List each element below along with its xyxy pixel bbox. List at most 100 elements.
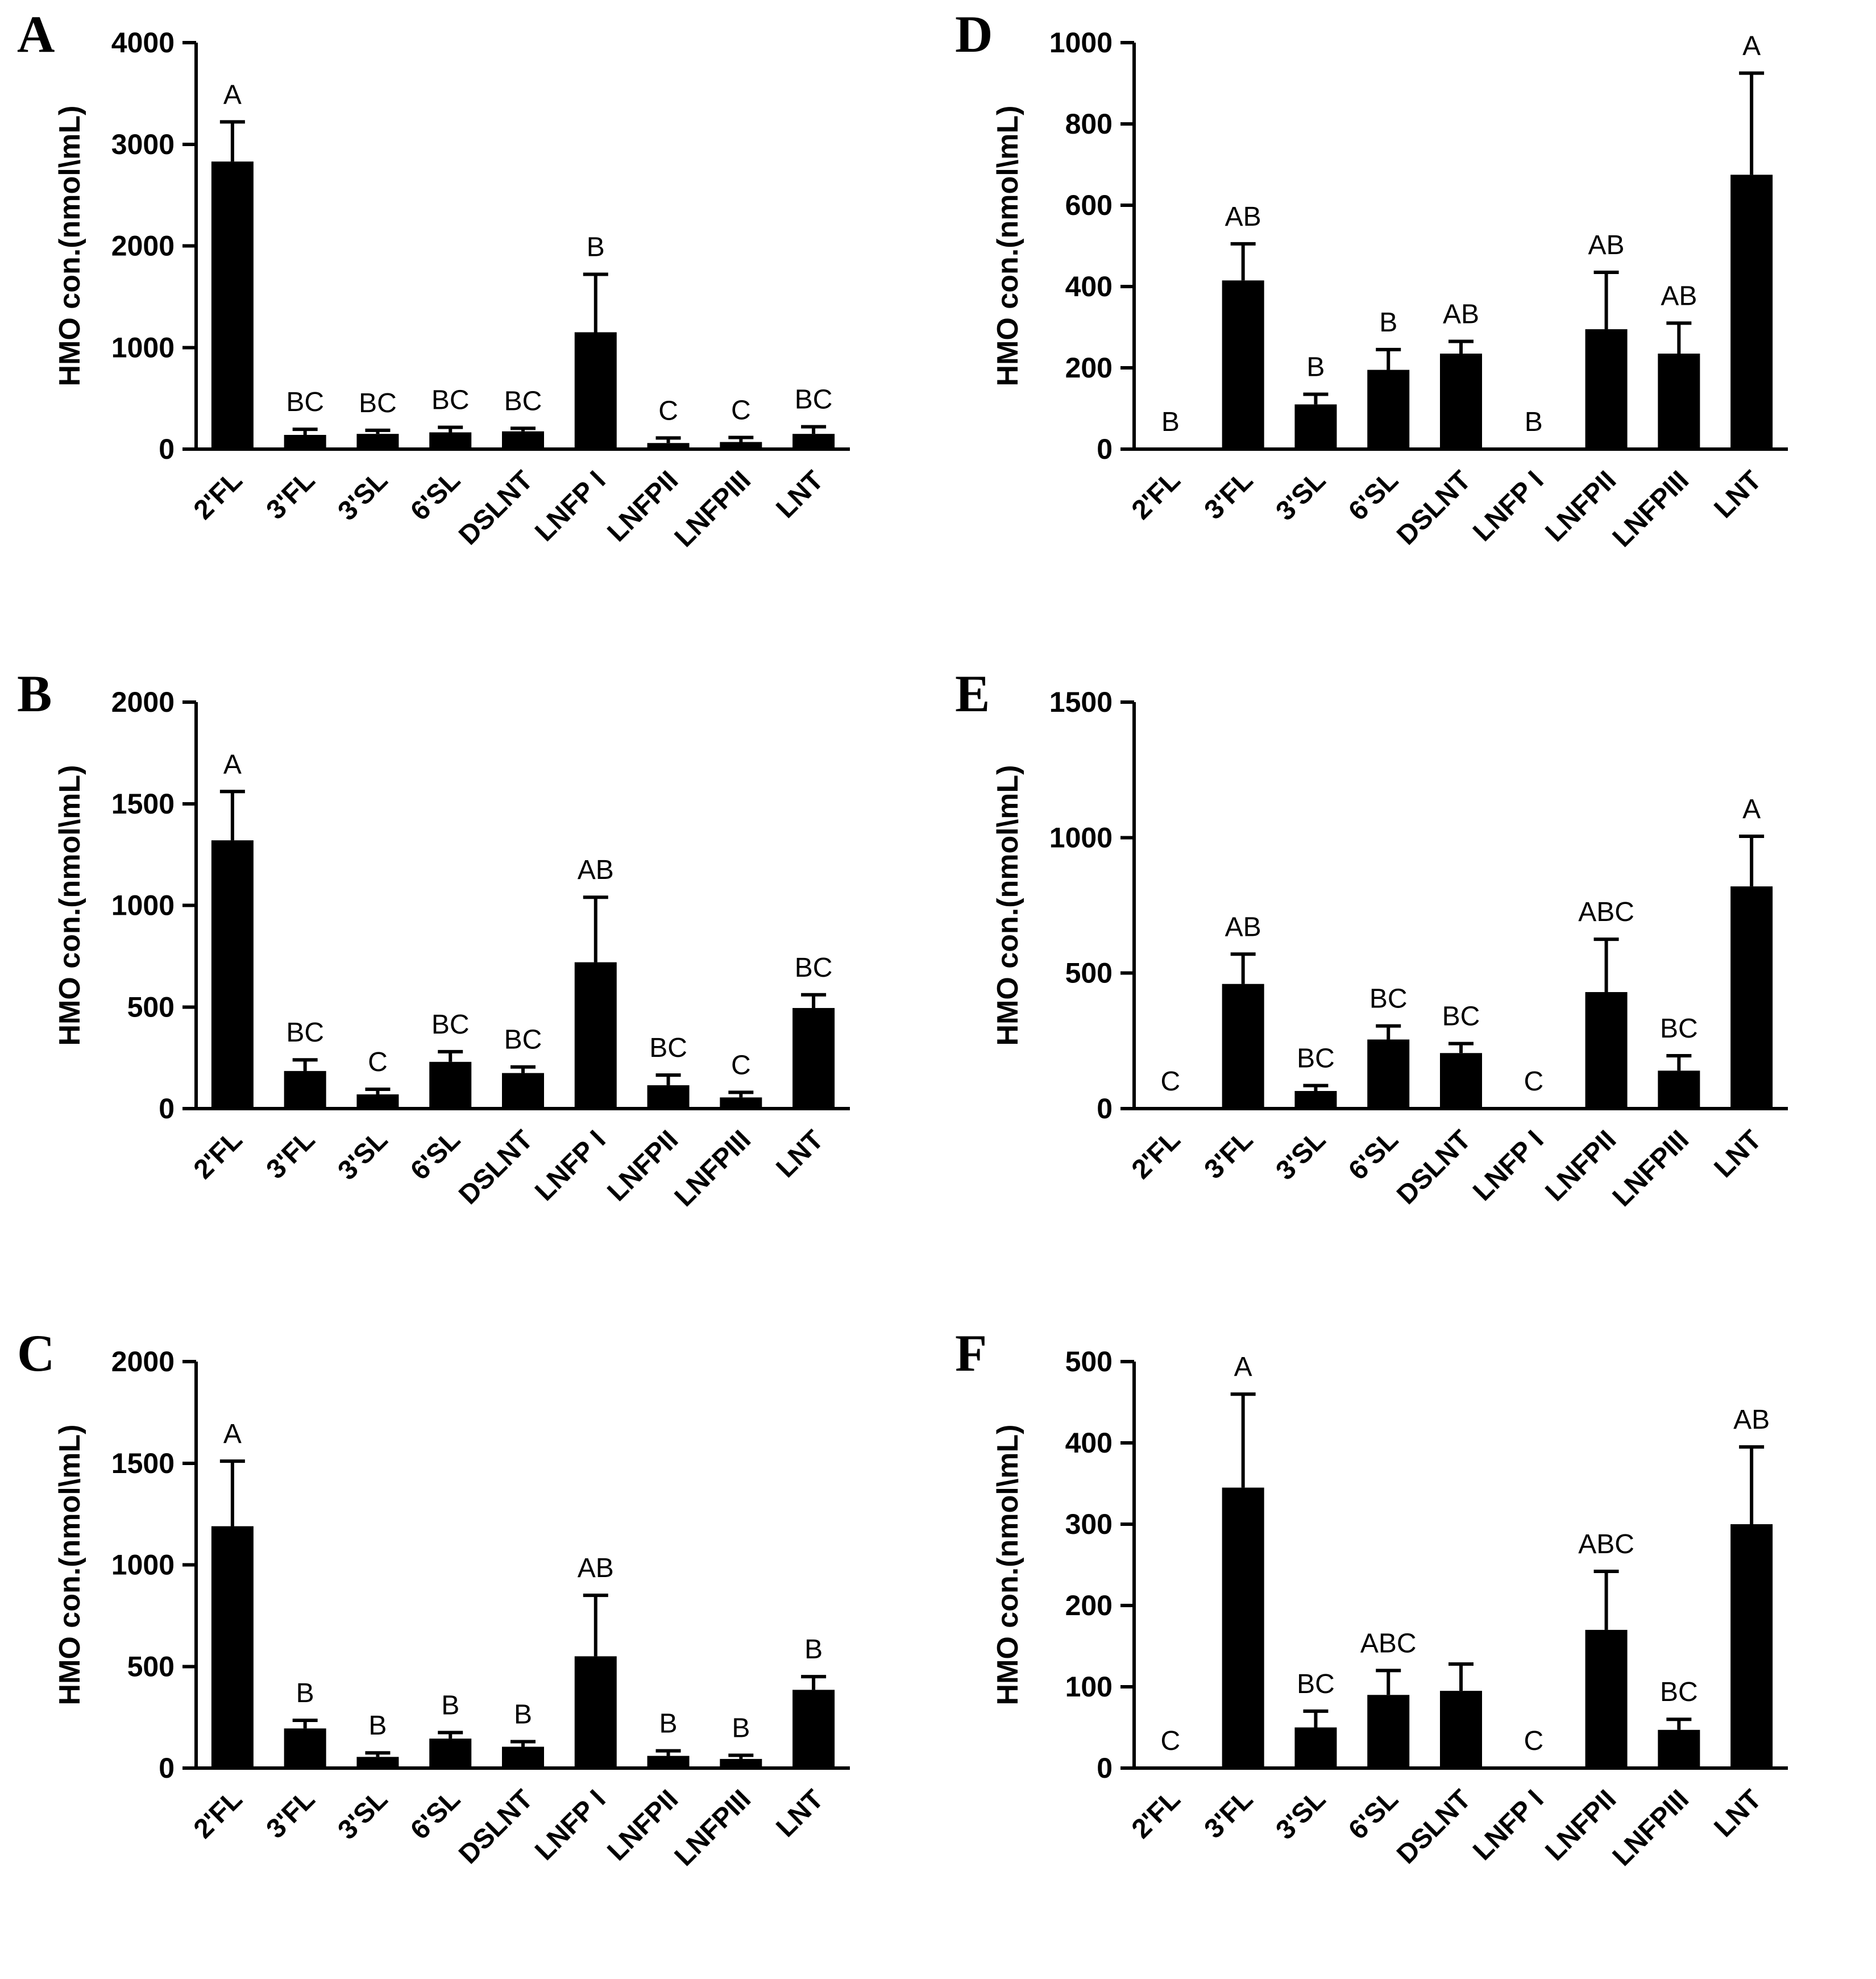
svg-text:AB: AB <box>578 855 614 885</box>
svg-text:AB: AB <box>1588 230 1625 260</box>
bar-chart-panel-d: 0 200 400 600 800 1000 HMO con.(nmol\mL) B 2'FL A… <box>991 27 1788 553</box>
svg-text:B: B <box>732 1713 750 1743</box>
svg-text:B: B <box>1379 308 1397 338</box>
svg-text:DSLNT: DSLNT <box>453 1125 539 1210</box>
svg-text:400: 400 <box>1065 271 1113 302</box>
svg-text:LNT: LNT <box>770 465 829 524</box>
panel-c: C 0 500 1000 1500 2000 HMO con.(nmol\mL) A 2'FL… <box>0 1319 938 1978</box>
svg-text:LNFPIII: LNFPIII <box>1607 1125 1695 1212</box>
svg-text:6'SL: 6'SL <box>1343 1125 1404 1186</box>
svg-text:LNFP I: LNFP I <box>1467 1784 1549 1866</box>
svg-text:BC: BC <box>1297 1043 1335 1073</box>
svg-text:2'FL: 2'FL <box>188 1784 248 1844</box>
svg-text:4000: 4000 <box>111 27 175 59</box>
svg-text:B: B <box>296 1678 314 1708</box>
svg-text:LNT: LNT <box>1708 465 1767 524</box>
svg-text:BC: BC <box>431 1010 470 1040</box>
panel-e: E 0 500 1000 1500 HMO con.(nmol\mL) C 2'FL AB 3'… <box>938 659 1876 1319</box>
svg-text:C: C <box>731 1050 751 1080</box>
svg-text:A: A <box>223 80 242 110</box>
svg-text:LNFP I: LNFP I <box>529 465 611 547</box>
svg-text:B: B <box>441 1690 459 1720</box>
svg-text:LNFPII: LNFPII <box>601 1125 684 1207</box>
svg-text:2000: 2000 <box>111 686 175 718</box>
svg-text:AB: AB <box>578 1553 614 1583</box>
svg-text:BC: BC <box>431 385 470 416</box>
svg-text:LNFPIII: LNFPIII <box>669 1784 757 1872</box>
svg-text:C: C <box>1161 1726 1181 1756</box>
bar-chart-panel-f: 0 100 200 300 400 500 HMO con.(nmol\mL) C 2'FL A 3… <box>991 1346 1788 1872</box>
svg-text:B: B <box>1525 407 1543 437</box>
svg-text:500: 500 <box>1065 1346 1113 1378</box>
svg-text:DSLNT: DSLNT <box>453 1784 539 1870</box>
svg-text:AB: AB <box>1225 912 1261 942</box>
svg-text:3'FL: 3'FL <box>261 465 321 525</box>
svg-text:DSLNT: DSLNT <box>453 465 539 551</box>
svg-text:2000: 2000 <box>111 1346 175 1378</box>
svg-text:100: 100 <box>1065 1671 1113 1703</box>
svg-text:B: B <box>659 1709 678 1739</box>
svg-text:BC: BC <box>504 1025 542 1055</box>
svg-text:B: B <box>514 1700 532 1730</box>
svg-text:3'FL: 3'FL <box>261 1125 321 1185</box>
panel-b: B 0 500 1000 1500 2000 HMO con.(nmol\mL) A 2'FL… <box>0 659 938 1319</box>
svg-text:BC: BC <box>649 1033 687 1063</box>
svg-text:HMO con.(nmol\mL): HMO con.(nmol\mL) <box>53 106 86 387</box>
svg-text:LNFP I: LNFP I <box>529 1125 611 1206</box>
svg-text:600: 600 <box>1065 189 1113 221</box>
svg-text:BC: BC <box>1660 1014 1698 1044</box>
svg-text:LNFP I: LNFP I <box>1467 465 1549 547</box>
svg-text:6'SL: 6'SL <box>405 1125 466 1186</box>
svg-text:LNT: LNT <box>770 1784 829 1843</box>
svg-text:0: 0 <box>159 1752 175 1784</box>
svg-text:AB: AB <box>1225 202 1261 232</box>
svg-text:3'SL: 3'SL <box>332 1125 393 1186</box>
svg-text:0: 0 <box>1097 1093 1113 1125</box>
svg-text:LNFPII: LNFPII <box>1539 1125 1622 1207</box>
svg-text:LNFPIII: LNFPIII <box>669 465 757 553</box>
svg-text:3'SL: 3'SL <box>332 465 393 526</box>
svg-text:A: A <box>1742 794 1761 824</box>
svg-text:500: 500 <box>1065 957 1113 989</box>
svg-text:2'FL: 2'FL <box>1126 465 1186 525</box>
svg-text:A: A <box>1234 1352 1252 1382</box>
svg-text:1000: 1000 <box>1049 27 1113 59</box>
svg-text:BC: BC <box>1297 1669 1335 1699</box>
bar-chart-panel-b: 0 500 1000 1500 2000 HMO con.(nmol\mL) A 2'FL BC… <box>53 686 850 1213</box>
svg-text:HMO con.(nmol\mL): HMO con.(nmol\mL) <box>53 1425 86 1706</box>
svg-text:BC: BC <box>286 1018 324 1048</box>
svg-text:HMO con.(nmol\mL): HMO con.(nmol\mL) <box>991 106 1024 387</box>
svg-text:LNT: LNT <box>1708 1125 1767 1183</box>
svg-text:A: A <box>223 1419 242 1449</box>
svg-text:2'FL: 2'FL <box>188 1125 248 1185</box>
svg-text:C: C <box>1161 1067 1181 1097</box>
svg-text:DSLNT: DSLNT <box>1391 1125 1477 1210</box>
svg-text:BC: BC <box>359 388 397 418</box>
svg-text:200: 200 <box>1065 1590 1113 1621</box>
svg-text:C: C <box>1524 1726 1543 1756</box>
svg-text:LNFPII: LNFPII <box>1539 465 1622 547</box>
svg-text:LNT: LNT <box>770 1125 829 1183</box>
svg-text:B: B <box>1161 407 1180 437</box>
panel-a: A 0 1000 2000 3000 4000 HMO con.(nmol\mL) A 2'F… <box>0 0 938 659</box>
svg-text:1000: 1000 <box>111 890 175 922</box>
svg-text:HMO con.(nmol\mL): HMO con.(nmol\mL) <box>991 1425 1024 1706</box>
panel-letter-f: F <box>955 1324 987 1382</box>
svg-text:LNFPII: LNFPII <box>1539 1784 1622 1866</box>
svg-text:0: 0 <box>1097 433 1113 465</box>
svg-text:3'FL: 3'FL <box>1199 465 1259 525</box>
svg-text:C: C <box>368 1047 388 1077</box>
svg-text:2'FL: 2'FL <box>188 465 248 525</box>
svg-text:LNT: LNT <box>1708 1784 1767 1843</box>
panel-letter-d: D <box>955 5 993 63</box>
svg-text:500: 500 <box>127 1650 175 1682</box>
svg-text:1000: 1000 <box>111 331 175 363</box>
svg-text:3'SL: 3'SL <box>332 1784 393 1845</box>
svg-text:1500: 1500 <box>111 788 175 820</box>
svg-text:3'FL: 3'FL <box>1199 1784 1259 1844</box>
svg-text:1000: 1000 <box>111 1549 175 1581</box>
svg-text:B: B <box>587 233 605 263</box>
svg-text:500: 500 <box>127 991 175 1023</box>
svg-text:C: C <box>731 395 751 425</box>
